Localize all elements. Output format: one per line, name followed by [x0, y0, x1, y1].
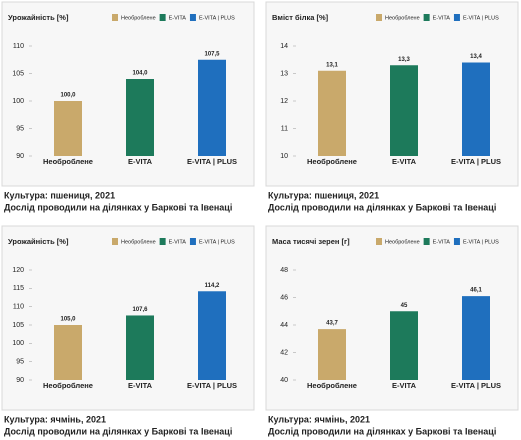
y-tick-label: 110 [13, 43, 24, 50]
legend-label: E-VITA [433, 239, 451, 245]
value-label: 43,7 [326, 321, 338, 327]
legend-label: E-VITA | PLUS [199, 15, 235, 21]
legend-label: Необроблене [385, 239, 420, 245]
y-tick-label: 48 [280, 267, 288, 274]
legend-label: E-VITA | PLUS [463, 239, 499, 245]
y-tick-label: 90 [16, 153, 24, 160]
legend-label: E-VITA | PLUS [463, 15, 499, 21]
bar [54, 325, 82, 380]
legend-swatch [112, 238, 118, 245]
caption: Культура: пшениця, 2021 [4, 190, 115, 200]
bar [198, 291, 226, 380]
chart-title: Маса тисячі зерен [г] [272, 237, 350, 246]
x-tick-label: E-VITA | PLUS [451, 157, 501, 166]
x-tick-label: E-VITA | PLUS [451, 381, 501, 390]
bar [126, 79, 154, 156]
y-tick-label: 11 [281, 125, 288, 132]
legend-swatch [189, 14, 196, 21]
legend-label: E-VITA [169, 15, 187, 21]
chart-title: Урожайність [%] [8, 13, 69, 22]
value-label: 13,3 [398, 57, 410, 63]
y-tick-label: 40 [280, 377, 288, 384]
x-tick-label: E-VITA [128, 381, 153, 390]
y-tick-label: 42 [280, 349, 288, 356]
bar [462, 296, 490, 380]
value-label: 13,1 [326, 62, 338, 68]
value-label: 107,6 [132, 307, 148, 313]
legend-swatch [189, 238, 196, 245]
value-label: 104,0 [132, 71, 148, 77]
y-tick-label: 95 [16, 125, 24, 132]
x-tick-label: E-VITA [392, 381, 417, 390]
y-tick-label: 46 [280, 294, 288, 301]
caption: Дослід проводили на ділянках у Баркові т… [268, 202, 496, 212]
value-label: 114,2 [205, 283, 220, 289]
y-tick-label: 100 [12, 340, 24, 347]
y-tick-label: 13 [280, 70, 288, 77]
x-tick-label: E-VITA | PLUS [187, 157, 237, 166]
x-tick-label: E-VITA | PLUS [187, 381, 237, 390]
value-label: 45 [401, 303, 408, 309]
legend-swatch [159, 14, 166, 21]
legend-swatch [453, 238, 460, 245]
y-tick-label: 44 [280, 322, 288, 329]
y-tick-label: 95 [16, 359, 24, 366]
legend-label: E-VITA [433, 15, 451, 21]
caption: Дослід проводили на ділянках у Баркові т… [4, 426, 232, 436]
legend-swatch [423, 14, 430, 21]
chart-title: Вміст білка [%] [272, 13, 329, 22]
bar [198, 59, 226, 156]
bar [318, 70, 346, 156]
x-tick-label: Необроблене [43, 157, 93, 166]
bar [318, 329, 346, 380]
x-tick-label: E-VITA [392, 157, 417, 166]
caption: Культура: ячмінь, 2021 [4, 414, 106, 424]
caption: Культура: пшениця, 2021 [268, 190, 379, 200]
y-tick-label: 14 [280, 43, 288, 50]
y-tick-label: 105 [12, 322, 24, 329]
value-label: 107,5 [204, 51, 220, 57]
legend-label: Необроблене [121, 239, 156, 245]
legend-swatch [112, 14, 118, 21]
legend-swatch [376, 14, 382, 21]
legend-label: Необроблене [121, 15, 156, 21]
bar [126, 315, 154, 380]
y-tick-label: 120 [12, 267, 24, 274]
legend-label: Необроблене [385, 15, 420, 21]
y-tick-label: 105 [12, 70, 24, 77]
legend-label: E-VITA [169, 239, 187, 245]
y-tick-label: 12 [280, 98, 288, 105]
legend-swatch [376, 238, 382, 245]
caption: Дослід проводили на ділянках у Баркові т… [268, 426, 496, 436]
caption: Дослід проводили на ділянках у Баркові т… [4, 202, 232, 212]
legend-swatch [453, 14, 460, 21]
legend-label: E-VITA | PLUS [199, 239, 235, 245]
bar [390, 311, 418, 380]
x-tick-label: Необроблене [43, 381, 93, 390]
x-tick-label: E-VITA [128, 157, 153, 166]
caption: Культура: ячмінь, 2021 [268, 414, 370, 424]
chart-title: Урожайність [%] [8, 237, 69, 246]
bar [462, 62, 490, 156]
value-label: 100,0 [60, 93, 76, 99]
y-tick-label: 115 [13, 285, 24, 292]
value-label: 13,4 [470, 54, 482, 60]
y-tick-label: 100 [12, 98, 24, 105]
y-tick-label: 10 [280, 153, 288, 160]
y-tick-label: 90 [16, 377, 24, 384]
x-tick-label: Необроблене [307, 381, 357, 390]
value-label: 46,1 [470, 288, 482, 294]
bar [390, 65, 418, 156]
value-label: 105,0 [60, 317, 76, 323]
bar [54, 101, 82, 156]
legend-swatch [159, 238, 166, 245]
x-tick-label: Необроблене [307, 157, 357, 166]
y-tick-label: 110 [13, 304, 24, 311]
legend-swatch [423, 238, 430, 245]
